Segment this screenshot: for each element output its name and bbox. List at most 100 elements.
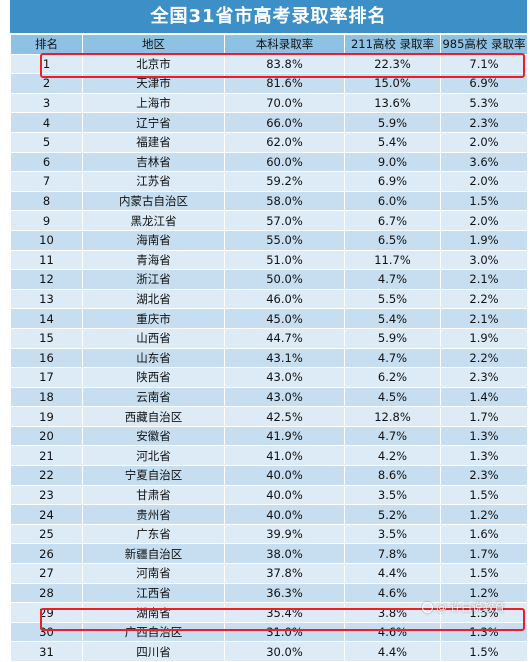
table-row: 13 湖北省 46.0% 5.5% 2.2%: [10, 288, 528, 310]
table-row: 30 广西自治区 31.0% 4.6% 1.3%: [10, 621, 528, 643]
rank-cell: 27: [10, 563, 83, 584]
region-cell: 云南省: [82, 386, 225, 408]
region-cell: 江西省: [82, 582, 225, 604]
header-region: 地区: [82, 34, 225, 55]
undergrad-rate-cell: 66.0%: [224, 112, 345, 133]
rate-985-cell: 1.5%: [440, 641, 528, 662]
rate-211-cell: 6.5%: [344, 229, 441, 251]
rate-985-cell: 1.2%: [440, 582, 528, 604]
undergrad-rate-cell: 55.0%: [224, 229, 345, 251]
table-row: 8 内蒙古自治区 58.0% 6.0% 1.5%: [10, 190, 528, 212]
region-cell: 浙江省: [82, 269, 225, 290]
table-row: 14 重庆市 45.0% 5.4% 2.1%: [10, 308, 528, 329]
rate-211-cell: 9.0%: [344, 151, 441, 173]
region-cell: 四川省: [82, 641, 225, 662]
rate-985-cell: 1.2%: [440, 504, 528, 525]
undergrad-rate-cell: 70.0%: [224, 92, 345, 114]
rate-211-cell: 4.4%: [344, 563, 441, 584]
table-row: 24 贵州省 40.0% 5.2% 1.2%: [10, 504, 528, 525]
table-title: 全国31省市高考录取率排名: [10, 0, 527, 34]
rate-985-cell: 2.2%: [440, 288, 528, 310]
watermark-icon: [422, 601, 433, 613]
region-cell: 天津市: [82, 73, 225, 94]
rank-cell: 19: [10, 406, 83, 427]
rank-cell: 18: [10, 386, 83, 408]
rank-cell: 2: [10, 73, 83, 94]
ranking-table: 排名 地区 本科录取率 211高校 录取率 985高校 录取率 1 北京市 83.8…: [10, 34, 528, 662]
rate-985-cell: 1.7%: [440, 406, 528, 427]
rate-985-cell: 1.6%: [440, 523, 528, 545]
table-row: 6 吉林省 60.0% 9.0% 3.6%: [10, 151, 528, 173]
region-cell: 上海市: [82, 92, 225, 114]
table-row: 1 北京市 83.8% 22.3% 7.1%: [10, 53, 528, 75]
rate-985-cell: 6.9%: [440, 73, 528, 94]
header-985-rate: 985高校 录取率: [440, 34, 528, 55]
watermark-text: 许白说教育: [450, 601, 505, 614]
undergrad-rate-cell: 50.0%: [224, 269, 345, 290]
table-row: 9 黑龙江省 57.0% 6.7% 2.0%: [10, 210, 528, 231]
undergrad-rate-cell: 40.0%: [224, 465, 345, 486]
rank-cell: 20: [10, 425, 83, 447]
undergrad-rate-cell: 38.0%: [224, 543, 345, 565]
undergrad-rate-cell: 59.2%: [224, 171, 345, 192]
table-row: 4 辽宁省 66.0% 5.9% 2.3%: [10, 112, 528, 133]
rank-cell: 21: [10, 445, 83, 467]
table-row: 28 江西省 36.3% 4.6% 1.2%: [10, 582, 528, 604]
rate-985-cell: 2.0%: [440, 210, 528, 231]
rank-cell: 12: [10, 269, 83, 290]
rate-211-cell: 22.3%: [344, 53, 441, 75]
rate-211-cell: 7.8%: [344, 543, 441, 565]
rate-211-cell: 4.7%: [344, 425, 441, 447]
region-cell: 江苏省: [82, 171, 225, 192]
undergrad-rate-cell: 51.0%: [224, 249, 345, 271]
undergrad-rate-cell: 42.5%: [224, 406, 345, 427]
region-cell: 新疆自治区: [82, 543, 225, 565]
rank-cell: 26: [10, 543, 83, 565]
rate-985-cell: 1.7%: [440, 543, 528, 565]
ranking-table-container: 全国31省市高考录取率排名 排名 地区 本科录取率 211高校 录取率 985高…: [10, 0, 528, 662]
undergrad-rate-cell: 46.0%: [224, 288, 345, 310]
rate-211-cell: 5.2%: [344, 504, 441, 525]
region-cell: 河南省: [82, 563, 225, 584]
rate-985-cell: 1.9%: [440, 229, 528, 251]
rank-cell: 6: [10, 151, 83, 173]
rate-211-cell: 3.5%: [344, 484, 441, 506]
table-row: 5 福建省 62.0% 5.4% 2.0%: [10, 131, 528, 153]
undergrad-rate-cell: 62.0%: [224, 131, 345, 153]
table-row: 11 青海省 51.0% 11.7% 3.0%: [10, 249, 528, 271]
region-cell: 山东省: [82, 347, 225, 369]
rate-211-cell: 4.5%: [344, 386, 441, 408]
rate-985-cell: 1.4%: [440, 386, 528, 408]
table-row: 17 陕西省 43.0% 6.2% 2.3%: [10, 367, 528, 388]
rate-211-cell: 12.8%: [344, 406, 441, 427]
rate-211-cell: 6.7%: [344, 210, 441, 231]
region-cell: 湖北省: [82, 288, 225, 310]
rate-985-cell: 1.5%: [440, 563, 528, 584]
rank-cell: 28: [10, 582, 83, 604]
rate-211-cell: 3.5%: [344, 523, 441, 545]
rate-211-cell: 4.7%: [344, 347, 441, 369]
rate-985-cell: 1.9%: [440, 327, 528, 349]
rank-cell: 11: [10, 249, 83, 271]
region-cell: 甘肃省: [82, 484, 225, 506]
rate-985-cell: 2.3%: [440, 112, 528, 133]
rank-cell: 29: [10, 602, 83, 623]
region-cell: 吉林省: [82, 151, 225, 173]
undergrad-rate-cell: 41.9%: [224, 425, 345, 447]
undergrad-rate-cell: 40.0%: [224, 504, 345, 525]
undergrad-rate-cell: 44.7%: [224, 327, 345, 349]
region-cell: 辽宁省: [82, 112, 225, 133]
undergrad-rate-cell: 60.0%: [224, 151, 345, 173]
undergrad-rate-cell: 37.8%: [224, 563, 345, 584]
rate-985-cell: 2.1%: [440, 269, 528, 290]
undergrad-rate-cell: 39.9%: [224, 523, 345, 545]
rank-cell: 23: [10, 484, 83, 506]
rate-985-cell: 2.1%: [440, 308, 528, 329]
rank-cell: 7: [10, 171, 83, 192]
table-row: 7 江苏省 59.2% 6.9% 2.0%: [10, 171, 528, 192]
table-row: 12 浙江省 50.0% 4.7% 2.1%: [10, 269, 528, 290]
rank-cell: 25: [10, 523, 83, 545]
undergrad-rate-cell: 31.0%: [224, 621, 345, 643]
rank-cell: 9: [10, 210, 83, 231]
rate-985-cell: 1.3%: [440, 621, 528, 643]
